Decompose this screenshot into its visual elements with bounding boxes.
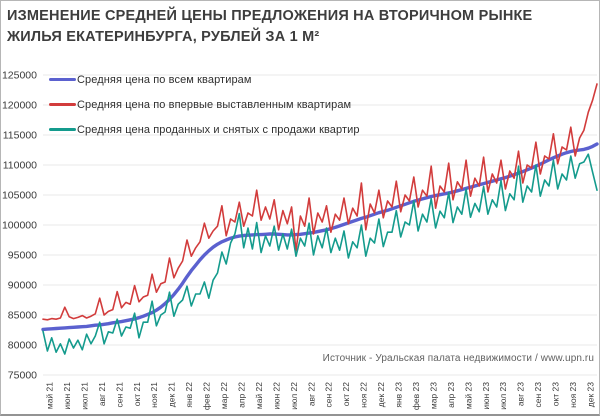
x-tick-label: мар 22 (219, 382, 229, 409)
x-tick-label: фев 22 (202, 382, 212, 410)
x-tick-label: авг 22 (306, 382, 316, 406)
x-tick-label: дек 23 (585, 382, 595, 407)
chart-title: ИЗМЕНЕНИЕ СРЕДНЕЙ ЦЕНЫ ПРЕДЛОЖЕНИЯ НА ВТ… (7, 6, 599, 48)
y-tick-label: 110000 (3, 160, 37, 172)
legend-label: Средняя цена проданных и снятых с продаж… (77, 123, 360, 136)
x-tick-label: окт 21 (132, 382, 142, 407)
x-tick-label: ноя 22 (359, 382, 369, 408)
y-tick-label: 120000 (2, 100, 37, 112)
x-tick-label: июн 23 (481, 382, 491, 410)
legend-item-sold-withdrawn: Средняя цена проданных и снятых с продаж… (49, 117, 360, 142)
x-tick-label: июл 21 (79, 382, 89, 410)
x-tick-label: фев 23 (411, 382, 421, 410)
series-line-all-apartments (41, 142, 599, 332)
x-tick-label: ноя 23 (568, 382, 578, 408)
y-tick-label: 100000 (2, 220, 37, 232)
legend-item-all-apartments: Средняя цена по всем квартирам (49, 67, 360, 92)
x-tick-label: дек 21 (167, 382, 177, 407)
chart-title-line1: ИЗМЕНЕНИЕ СРЕДНЕЙ ЦЕНЫ ПРЕДЛОЖЕНИЯ НА ВТ… (7, 8, 533, 24)
x-tick-label: май 22 (254, 382, 264, 409)
series-line-first-listed (42, 83, 598, 321)
x-tick-label: апр 23 (446, 382, 456, 408)
x-tick-label: июн 22 (271, 382, 281, 410)
x-tick-label: июн 21 (62, 382, 72, 410)
x-tick-label: июл 22 (289, 382, 299, 410)
x-tick-label: авг 21 (97, 382, 107, 406)
x-tick-label: май 23 (463, 382, 473, 409)
y-tick-label: 85000 (8, 310, 37, 322)
y-tick-label: 105000 (2, 190, 37, 202)
x-tick-label: сен 22 (324, 382, 334, 408)
x-tick-label: окт 22 (341, 382, 351, 407)
x-tick-label: мар 23 (428, 382, 438, 409)
legend-line-swatch (49, 128, 76, 131)
x-tick-label: авг 23 (516, 382, 526, 406)
legend-label: Средняя цена по впервые выставленным ква… (77, 98, 352, 111)
legend-item-first-listed: Средняя цена по впервые выставленным ква… (49, 92, 360, 117)
chart-title-line2: ЖИЛЬЯ ЕКАТЕРИНБУРГА, РУБЛЕЙ ЗА 1 М² (7, 29, 320, 46)
legend-label: Средняя цена по всем квартирам (77, 73, 252, 86)
source-credit: Источник - Уральская палата недвижимости… (322, 353, 594, 364)
x-tick-label: янв 22 (184, 382, 194, 408)
x-tick-label: сен 21 (114, 382, 124, 408)
y-axis-labels: 75000 80000 85000 90000 95000 100000 105000 110… (2, 70, 37, 382)
y-tick-label: 95000 (8, 250, 37, 262)
legend-line-swatch (49, 77, 76, 82)
x-tick-label: май 21 (45, 382, 55, 409)
legend: Средняя цена по всем квартирам Средняя ц… (49, 67, 360, 142)
y-tick-label: 80000 (8, 340, 37, 352)
x-axis-labels: май 21 июн 21 июл 21 авг 21 сен 21 окт 21 ноя … (45, 382, 596, 410)
y-tick-label: 125000 (2, 70, 37, 82)
y-tick-label: 90000 (8, 280, 37, 292)
series-line-sold-withdrawn (42, 153, 598, 355)
x-tick-label: апр 22 (236, 382, 246, 408)
x-tick-label: окт 23 (551, 382, 561, 407)
legend-line-swatch (49, 103, 76, 106)
y-tick-label: 75000 (8, 370, 37, 382)
x-tick-label: сен 23 (533, 382, 543, 408)
x-tick-label: ноя 21 (149, 382, 159, 408)
y-tick-label: 115000 (3, 130, 37, 142)
x-tick-label: дек 22 (376, 382, 386, 407)
x-tick-label: янв 23 (394, 382, 404, 408)
x-tick-label: июл 23 (498, 382, 508, 410)
